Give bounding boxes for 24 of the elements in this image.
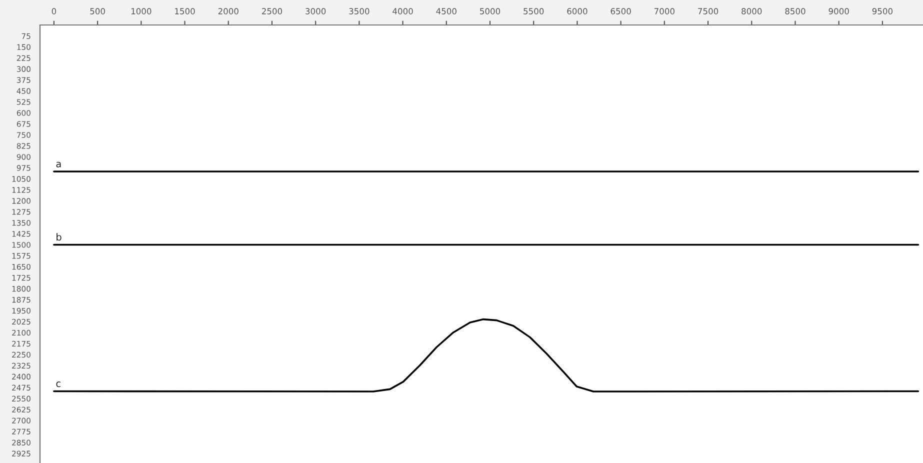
x-tick-label: 500 bbox=[90, 8, 105, 14]
series-label: c bbox=[56, 382, 60, 388]
x-tick-label: 9000 bbox=[828, 8, 849, 14]
x-tick-label: 8500 bbox=[785, 8, 806, 14]
x-tick-label: 5000 bbox=[480, 8, 500, 14]
x-tick-label: 7000 bbox=[654, 8, 674, 14]
x-tick-label: 3000 bbox=[306, 8, 326, 14]
x-tick-label: 0 bbox=[52, 8, 56, 14]
x-tick-label: 6000 bbox=[567, 8, 588, 14]
x-tick-label: 2500 bbox=[262, 8, 282, 14]
series-label: b bbox=[56, 233, 62, 241]
x-tick-label: 1000 bbox=[131, 8, 152, 14]
series-label: a bbox=[56, 162, 61, 168]
x-tick-label: 7500 bbox=[698, 8, 718, 14]
x-tick-label: 4000 bbox=[392, 8, 413, 14]
x-tick-label: 3500 bbox=[349, 8, 370, 14]
line-series bbox=[53, 318, 920, 392]
x-tick-label: 5500 bbox=[524, 8, 544, 14]
x-tick-label: 1500 bbox=[175, 8, 195, 14]
x-tick-label: 4500 bbox=[436, 8, 456, 14]
x-tick-label: 9500 bbox=[872, 8, 892, 14]
x-tick-label: 2000 bbox=[218, 8, 238, 14]
x-tick-label: 8000 bbox=[742, 8, 762, 14]
x-tick-label: 6500 bbox=[610, 8, 631, 14]
